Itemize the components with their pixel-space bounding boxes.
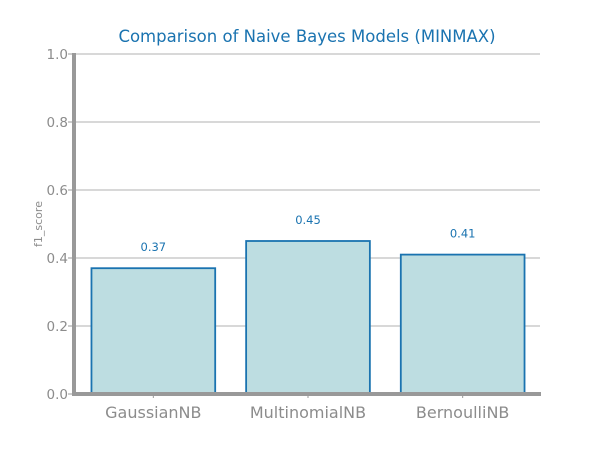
data-label: 0.45 (295, 213, 321, 227)
y-tick-label: 0.6 (47, 183, 68, 199)
x-ticks: GaussianNB MultinomialNB BernoulliNB (105, 394, 509, 422)
x-tick-label: MultinomialNB (250, 403, 366, 422)
chart-title: Comparison of Naive Bayes Models (MINMAX… (118, 27, 495, 46)
y-tick-label: 1.0 (47, 47, 68, 63)
bar-gaussiannb (90, 267, 217, 395)
y-tick-label: 0.0 (47, 387, 68, 403)
y-axis-label: f1_score (32, 201, 45, 247)
bar-bernoullinb (399, 253, 526, 395)
y-tick-label: 0.8 (47, 115, 68, 131)
y-ticks: 0.0 0.2 0.4 0.6 0.8 1.0 (47, 47, 73, 403)
x-tick-label: GaussianNB (105, 403, 201, 422)
data-labels: 0.37 0.45 0.41 (141, 213, 476, 254)
data-label: 0.41 (450, 227, 476, 241)
y-tick-label: 0.2 (47, 319, 68, 335)
bars (90, 240, 526, 395)
x-tick-label: BernoulliNB (416, 403, 509, 422)
data-label: 0.37 (141, 240, 167, 254)
y-tick-label: 0.4 (47, 251, 68, 267)
bar-multinomialnb (245, 240, 371, 395)
